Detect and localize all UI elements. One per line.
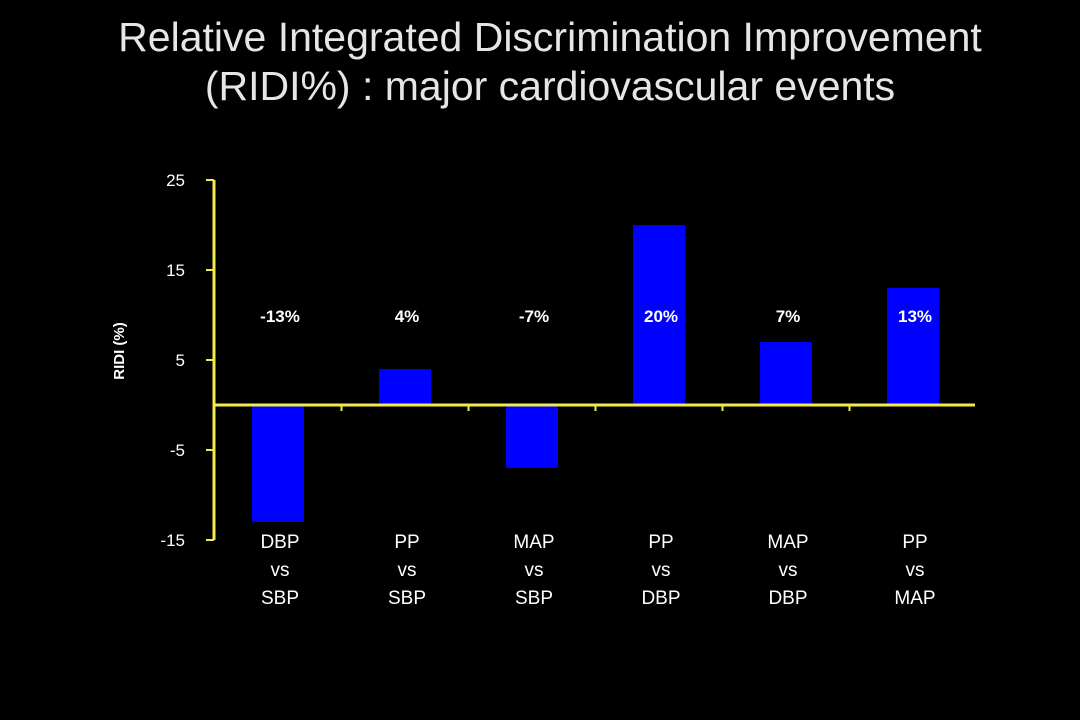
bar bbox=[760, 342, 812, 405]
data-label: 7% bbox=[776, 307, 801, 326]
y-tick-label: -5 bbox=[170, 441, 185, 460]
y-axis: 25 15 5 -5 -15 bbox=[160, 171, 216, 550]
bar bbox=[379, 369, 431, 405]
bar bbox=[887, 288, 939, 405]
category-label: PP bbox=[648, 532, 673, 553]
category-label: PP bbox=[394, 532, 419, 553]
data-label: 13% bbox=[898, 307, 932, 326]
chart-title-line-2: (RIDI%) : major cardiovascular events bbox=[204, 63, 896, 109]
category-label: SBP bbox=[261, 588, 299, 609]
category-label: vs bbox=[271, 560, 290, 581]
category-label: PP bbox=[902, 532, 927, 553]
category-label: vs bbox=[398, 560, 417, 581]
y-tick-label: 5 bbox=[176, 351, 185, 370]
bars bbox=[252, 225, 939, 522]
category-label: vs bbox=[525, 560, 544, 581]
chart-title-line-1: Relative Integrated Discrimination Impro… bbox=[118, 14, 982, 60]
category-label: DBP bbox=[260, 532, 299, 553]
y-tick-label: 25 bbox=[166, 171, 185, 190]
y-tick-label: 15 bbox=[166, 261, 185, 280]
category-label: MAP bbox=[767, 532, 808, 553]
data-label: 4% bbox=[395, 307, 420, 326]
data-label: -7% bbox=[519, 307, 549, 326]
category-label: SBP bbox=[515, 588, 553, 609]
x-axis bbox=[214, 403, 975, 411]
bar bbox=[633, 225, 685, 405]
category-label: SBP bbox=[388, 588, 426, 609]
category-label: vs bbox=[652, 560, 671, 581]
y-tick-label: -15 bbox=[160, 531, 185, 550]
bar bbox=[252, 405, 304, 522]
category-label: DBP bbox=[768, 588, 807, 609]
y-axis-label: RIDI (%) bbox=[111, 322, 128, 380]
category-label: vs bbox=[779, 560, 798, 581]
category-label: DBP bbox=[641, 588, 680, 609]
category-labels: DBP vs SBP PP vs SBP MAP vs SBP PP vs DBP MAP vs DBP PP… bbox=[260, 532, 935, 609]
data-label: 20% bbox=[644, 307, 678, 326]
category-label: MAP bbox=[513, 532, 554, 553]
data-labels: -13% 4% -7% 20% 7% 13% bbox=[260, 307, 932, 326]
category-label: vs bbox=[906, 560, 925, 581]
bar bbox=[506, 405, 558, 468]
data-label: -13% bbox=[260, 307, 300, 326]
category-label: MAP bbox=[894, 588, 935, 609]
